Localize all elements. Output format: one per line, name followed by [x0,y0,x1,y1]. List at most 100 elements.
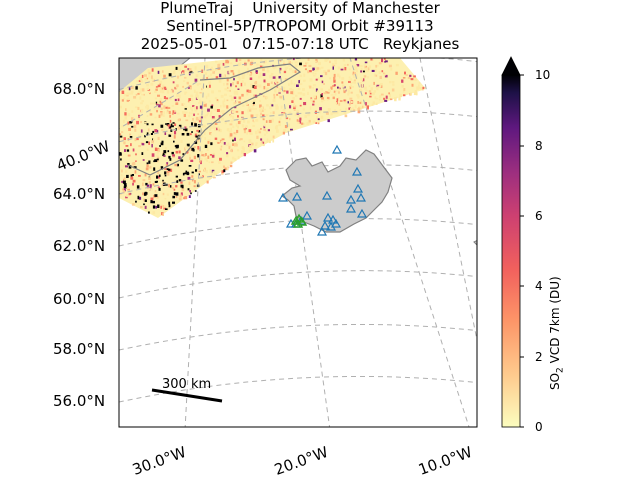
so2-pixel [337,91,340,94]
so2-pixel [184,107,187,110]
so2-pixel [123,141,126,145]
so2-pixel [239,118,242,123]
so2-pixel [405,74,408,76]
so2-pixel [365,68,368,72]
so2-pixel [269,106,272,110]
so2-pixel [194,190,197,192]
so2-pixel [179,194,182,198]
so2-pixel [358,106,361,109]
so2-pixel [243,153,246,157]
so2-pixel [250,114,254,118]
so2-pixel [195,116,199,121]
so2-pixel [402,77,406,79]
so2-pixel [367,67,370,71]
so2-pixel [249,61,253,66]
so2-pixel [157,167,161,170]
so2-pixel [138,134,141,139]
so2-pixel [383,73,386,76]
so2-pixel [150,75,153,79]
so2-pixel [184,76,187,79]
so2-pixel [158,100,161,103]
so2-pixel [284,66,288,71]
so2-pixel [237,115,239,118]
so2-pixel [194,133,197,137]
so2-pixel [141,100,144,103]
so2-pixel [226,128,229,132]
so2-pixel [278,123,281,126]
so2-pixel [152,130,155,133]
so2-pixel [193,106,196,110]
so2-pixel [158,104,161,108]
so2-pixel [348,76,351,79]
title-line-2: Sentinel-5P/TROPOMI Orbit #39113 [166,17,434,35]
so2-pixel [155,205,157,209]
so2-pixel [199,92,202,94]
so2-pixel [140,80,144,83]
so2-pixel [219,129,222,133]
so2-pixel [283,90,286,93]
so2-pixel [153,106,156,110]
so2-pixel [306,122,310,125]
so2-pixel [163,155,166,157]
so2-pixel [205,113,209,117]
reykjanes-triangle [296,216,308,226]
so2-pixel [138,90,142,94]
so2-pixel [156,154,159,157]
so2-pixel [170,129,173,132]
volcano-triangle [322,212,334,222]
so2-pixel [365,89,368,92]
so2-pixel [226,99,229,102]
so2-pixel [146,83,150,87]
so2-pixel [230,70,234,73]
so2-pixel [370,87,373,91]
so2-pixel [251,107,255,110]
so2-pixel [411,83,414,87]
so2-pixel [348,81,351,83]
so2-pixel [137,106,140,110]
so2-pixel [219,73,222,78]
so2-pixel [371,69,375,72]
so2-pixel [279,67,282,70]
so2-pixel [146,123,149,126]
so2-pixel [185,145,188,149]
so2-pixel [198,82,202,85]
so2-pixel [205,64,209,69]
so2-pixel [228,130,232,133]
so2-pixel [198,120,202,123]
so2-pixel [364,86,367,90]
so2-pixel [125,170,128,173]
so2-pixel [316,115,318,119]
so2-pixel [221,117,225,121]
so2-pixel [349,82,352,85]
so2-pixel [195,94,198,98]
so2-pixel [174,98,177,102]
so2-pixel [268,119,272,123]
so2-pixel [226,86,229,89]
so2-pixel [127,92,131,95]
so2-pixel [194,141,198,144]
so2-pixel [333,79,336,83]
so2-pixel [263,86,266,90]
so2-pixel [286,90,289,94]
so2-pixel [200,158,203,162]
so2-pixel [371,103,374,106]
so2-pixel [228,146,231,150]
so2-pixel [184,111,188,114]
so2-pixel [241,80,244,83]
so2-pixel [416,86,419,90]
so2-pixel [191,109,193,112]
so2-pixel [148,91,150,94]
so2-pixel [187,87,190,89]
so2-pixel [142,159,145,161]
so2-pixel [262,95,265,98]
so2-pixel [164,168,167,170]
so2-pixel [206,180,209,184]
so2-pixel [410,78,414,81]
so2-pixel [191,131,193,133]
so2-pixel [188,181,191,185]
so2-pixel [252,101,255,104]
so2-pixel [162,192,165,196]
so2-pixel [218,79,222,83]
so2-pixel [303,79,306,82]
so2-pixel [197,113,200,115]
